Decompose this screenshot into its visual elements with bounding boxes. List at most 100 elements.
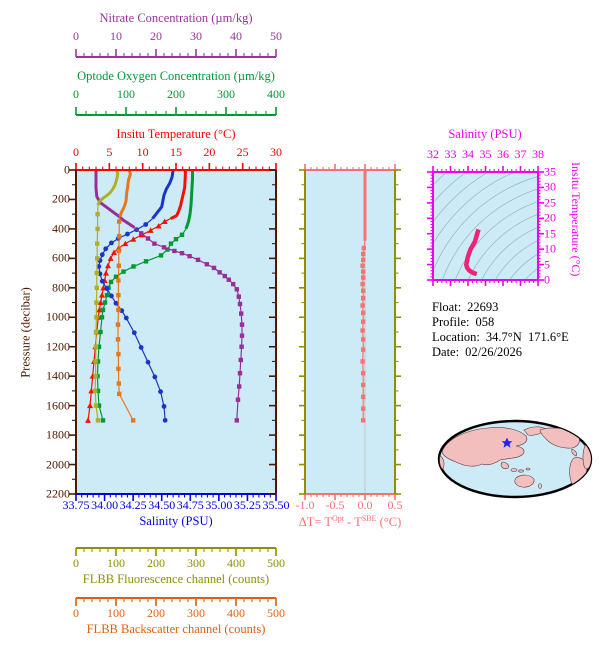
tick-label: 500 — [267, 606, 285, 620]
tick-label: 800 — [52, 280, 70, 295]
map-se-asia — [500, 461, 509, 469]
tick-label: 1600 — [46, 398, 70, 413]
location-label: Location: — [432, 330, 480, 344]
tick-label: 1000 — [46, 309, 70, 324]
tick-label: 15 — [544, 226, 556, 241]
ts-salinity-tick-labels: 32 33 34 35 36 37 38 — [427, 147, 544, 161]
tick-label: 34.00 — [91, 498, 119, 512]
tick-label: 200 — [167, 87, 185, 101]
tick-label: 34.75 — [176, 498, 204, 512]
float-location-star — [501, 437, 513, 448]
tick-label: 33 — [444, 147, 457, 161]
delta-t-tick-labels: -1.0 -0.5 0.0 0.5 — [296, 498, 403, 512]
world-map — [437, 419, 593, 499]
tick-label: 40 — [230, 29, 242, 43]
oxygen-axis-title: Optode Oxygen Concentration (µm/kg) — [77, 69, 275, 83]
tick-label: 100 — [117, 87, 135, 101]
tick-label: 35.00 — [205, 498, 233, 512]
tick-label: 35 — [479, 147, 492, 161]
series-Nitrate Concentration — [94, 170, 136, 229]
tick-label: 30 — [544, 179, 556, 194]
float-label: Float: — [432, 300, 462, 314]
tick-label: 0.0 — [357, 498, 373, 512]
tick-label: 0.5 — [387, 498, 403, 512]
tick-label: 0 — [73, 145, 79, 159]
tick-label: 50 — [270, 29, 282, 43]
tick-label: 15 — [170, 145, 182, 159]
oxygen-tick-labels: 0 100 200 300 400 — [73, 87, 285, 101]
map-africa-left — [439, 455, 445, 470]
tick-label: 200 — [147, 606, 165, 620]
fluorescence-tick-labels: 0 100 200 300 400 500 — [73, 556, 285, 570]
pressure-axis-title: Pressure (decibar) — [18, 287, 33, 378]
tick-label: 1200 — [46, 339, 70, 354]
tick-label: 0 — [544, 272, 550, 287]
tick-label: 2200 — [46, 486, 70, 501]
tick-label: 33.75 — [62, 498, 90, 512]
series-FLBB Backscatter channel — [118, 169, 132, 217]
profile-label: Profile: — [432, 315, 470, 329]
tick-label: 30 — [270, 145, 282, 159]
tick-label: 200 — [147, 556, 165, 570]
tick-label: 1800 — [46, 427, 70, 442]
tick-label: 34.50 — [148, 498, 176, 512]
pressure-tick-labels: 0 200 400 600 800 1000 1200 1400 1600 1800 2000 220… — [28, 163, 70, 501]
nitrate-tick-labels: 0 10 20 30 40 50 — [73, 29, 282, 43]
date-label: Date: — [432, 345, 460, 359]
tick-label: 37 — [514, 147, 527, 161]
tick-label: 200 — [52, 191, 70, 206]
series-Optode Oxygen Concentration — [184, 170, 194, 230]
tick-label: 500 — [267, 556, 285, 570]
tick-label: 2000 — [46, 457, 70, 472]
tick-label: -1.0 — [295, 498, 315, 512]
temperature-axis-title: Insitu Temperature (°C) — [116, 127, 236, 141]
location-value: 34.7°N 171.6°E — [485, 330, 569, 344]
series-FLBB Fluorescence channel — [96, 169, 120, 206]
delta-t-axis-title: ΔT= TOpt - TSBE (°C) — [298, 514, 402, 530]
tick-label: 400 — [52, 221, 70, 236]
series-T-S profile — [464, 228, 481, 277]
salinity-axis-title: Salinity (PSU) — [139, 514, 213, 528]
fluorescence-axis-title: FLBB Fluorescence channel (counts) — [82, 572, 270, 586]
profile-value: 058 — [475, 315, 495, 329]
tick-label: 600 — [52, 250, 70, 265]
profile-line: Profile: 058 — [432, 315, 494, 330]
tick-label: 5 — [544, 257, 550, 272]
tick-label: 10 — [136, 145, 149, 159]
tick-label: 300 — [187, 556, 205, 570]
tick-label: 35.25 — [233, 498, 261, 512]
backscatter-tick-labels: 0 100 200 300 400 500 — [73, 606, 285, 620]
tick-label: 0 — [73, 87, 79, 101]
tick-label: 300 — [217, 87, 235, 101]
tick-label: 35.50 — [262, 498, 290, 512]
tick-label: 100 — [107, 556, 125, 570]
tick-label: 1400 — [46, 368, 70, 383]
tick-label: 38 — [532, 147, 544, 161]
tick-label: 30 — [190, 29, 202, 43]
tick-label: 400 — [227, 606, 245, 620]
tick-label: -0.5 — [325, 498, 345, 512]
map-new-zealand — [538, 483, 542, 489]
tick-label: 35 — [544, 164, 556, 179]
tick-label: 300 — [187, 606, 205, 620]
series-FLBB Fluorescence channel — [94, 205, 99, 421]
nitrate-axis-title: Nitrate Concentration (µm/kg) — [99, 11, 253, 25]
tick-label: 0 — [73, 556, 79, 570]
ts-temperature-tick-labels: 35 30 25 20 15 10 5 0 — [544, 165, 566, 287]
map-eurasia — [441, 427, 528, 467]
tick-label: 5 — [106, 145, 113, 159]
date-value: 02/26/2026 — [465, 345, 523, 359]
tick-label: 32 — [427, 147, 439, 161]
tick-label: 36 — [496, 147, 509, 161]
tick-label: 34.25 — [119, 498, 147, 512]
backscatter-axis-title: FLBB Backscatter channel (counts) — [86, 622, 266, 636]
salinity-tick-labels: 33.75 34.00 34.25 34.50 34.75 35.00 35.25 35.50 — [63, 498, 290, 512]
ts-temperature-axis-title: Insitu Temperature (°C) — [569, 162, 583, 277]
tick-label: 20 — [203, 145, 216, 159]
tick-label: 0 — [64, 162, 70, 177]
tick-label: 25 — [236, 145, 249, 159]
map-greenland — [577, 426, 588, 434]
map-central-america — [571, 448, 578, 457]
